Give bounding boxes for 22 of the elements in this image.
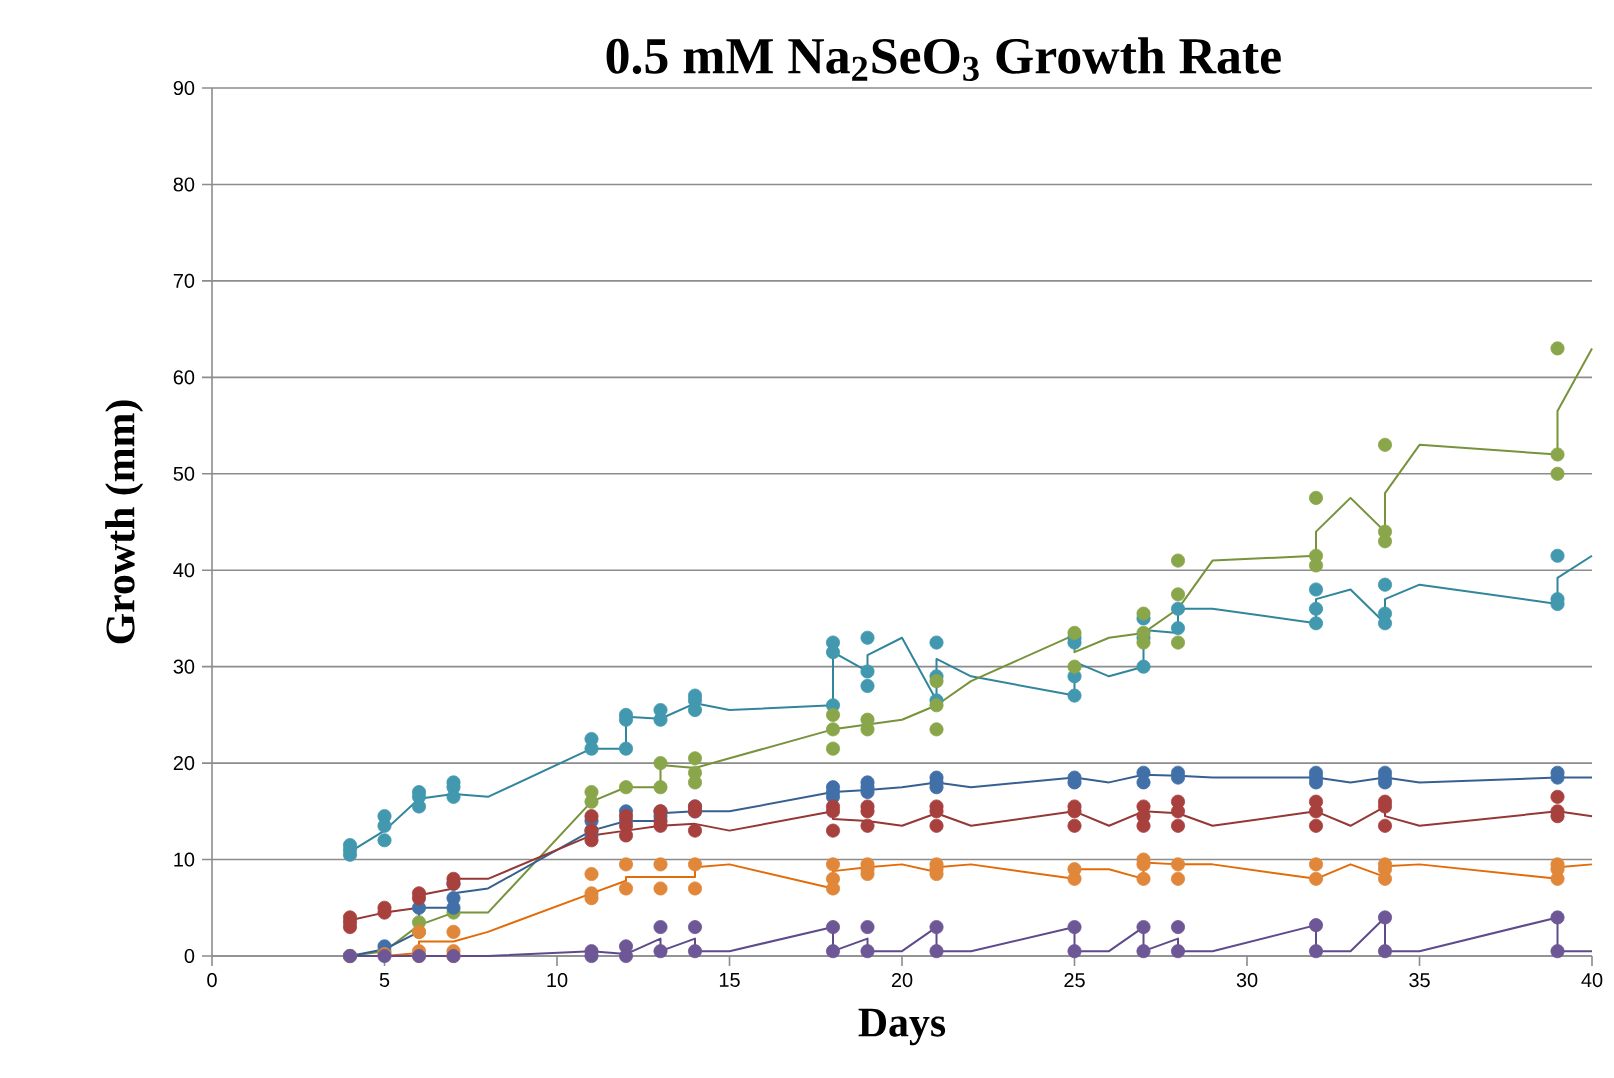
y-tick-label: 50 — [173, 466, 195, 481]
y-tick-label: 80 — [173, 177, 195, 192]
x-tick-label: 20 — [891, 973, 913, 988]
y-tick-label: 20 — [173, 756, 195, 771]
x-tick-label: 35 — [1409, 973, 1430, 988]
chart-title: 0.5 mM Na$_{2}$SeO$_{3}$ Growth Rate — [606, 37, 1281, 81]
y-tick-label: 40 — [173, 563, 195, 578]
x-tick-label: 15 — [719, 973, 740, 987]
y-tick-label: 70 — [173, 273, 195, 288]
x-tick-label: 0 — [207, 973, 217, 988]
y-axis-title: Growth (mm) — [105, 400, 144, 644]
y-tick-label: 60 — [173, 370, 195, 385]
y-tick-label: 0 — [184, 948, 195, 964]
x-tick-label: 5 — [379, 973, 390, 987]
x-tick-label: 10 — [547, 973, 568, 988]
x-tick-label: 30 — [1236, 973, 1258, 988]
x-tick-label: 25 — [1064, 973, 1085, 988]
y-tick-label: 90 — [173, 80, 195, 96]
y-tick-label: 30 — [173, 659, 195, 674]
y-tick-label: 10 — [174, 852, 195, 867]
x-tick-label: 40 — [1581, 973, 1603, 988]
x-axis-title: Days — [858, 1008, 946, 1046]
